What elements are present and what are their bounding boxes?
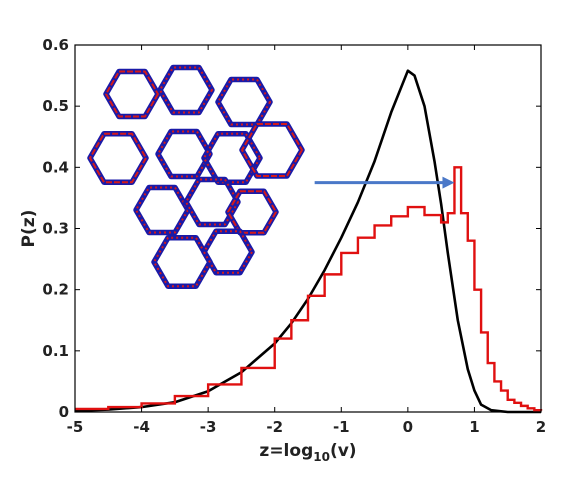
inset-hex-cell <box>239 121 305 179</box>
x-axis-label: z=log10(v) <box>259 441 356 464</box>
inset-hex-cell-overlay <box>105 70 159 118</box>
y-tick-label: 0 <box>59 403 69 421</box>
inset-hex-cell-overlay <box>203 230 253 274</box>
inset-hex-cell-overlay <box>185 178 239 226</box>
y-tick-label: 0.5 <box>42 97 69 115</box>
inset-hex-cell <box>215 76 273 128</box>
y-tick-label: 0.4 <box>42 158 69 176</box>
x-tick-label: -3 <box>200 418 217 436</box>
inset-hex-cell-overlay <box>159 66 213 114</box>
x-tick-label: 0 <box>403 418 413 436</box>
x-tick-label: -2 <box>266 418 283 436</box>
inset-hex-cell-overlay <box>157 130 211 178</box>
inset-hex-cell-overlay <box>135 186 189 234</box>
inset-hex-cell-overlay <box>227 190 277 234</box>
network-inset-image <box>87 64 305 289</box>
y-tick-label: 0.3 <box>42 220 69 238</box>
inset-hex-cell <box>103 68 161 120</box>
x-tick-label: -4 <box>133 418 150 436</box>
y-tick-label: 0.6 <box>42 36 69 54</box>
inset-hex-cell <box>201 131 263 185</box>
inset-hex-cell-overlay <box>89 132 147 184</box>
y-tick-label: 0.2 <box>42 281 69 299</box>
inset-hex-cell <box>201 228 255 276</box>
annotation-arrow-head <box>442 176 455 189</box>
inset-hex-cell <box>133 184 191 236</box>
x-axis-label-tail: (v) <box>330 441 357 461</box>
y-axis-label: P(z) <box>19 210 39 248</box>
inset-hex-cell-overlay <box>241 123 303 177</box>
x-axis-label-main: z=log <box>259 441 313 461</box>
y-axis-ticks: 0 0.1 0.2 0.3 0.4 0.5 0.6 <box>42 36 541 421</box>
y-tick-label: 0.1 <box>42 342 69 360</box>
x-tick-label: -5 <box>67 418 84 436</box>
x-tick-label: -1 <box>333 418 350 436</box>
x-axis-ticks: -5 -4 -3 -2 -1 0 1 2 <box>67 45 546 436</box>
x-tick-label: 2 <box>536 418 546 436</box>
x-axis-label-subscript: 10 <box>313 450 330 464</box>
inset-hex-cell <box>157 64 215 116</box>
plot-area <box>74 69 543 414</box>
x-tick-label: 1 <box>469 418 479 436</box>
inset-hex-cell <box>155 128 213 180</box>
inset-hex-cell <box>87 131 149 185</box>
inset-hex-cell <box>151 235 213 289</box>
series-red-histogram <box>75 166 543 412</box>
